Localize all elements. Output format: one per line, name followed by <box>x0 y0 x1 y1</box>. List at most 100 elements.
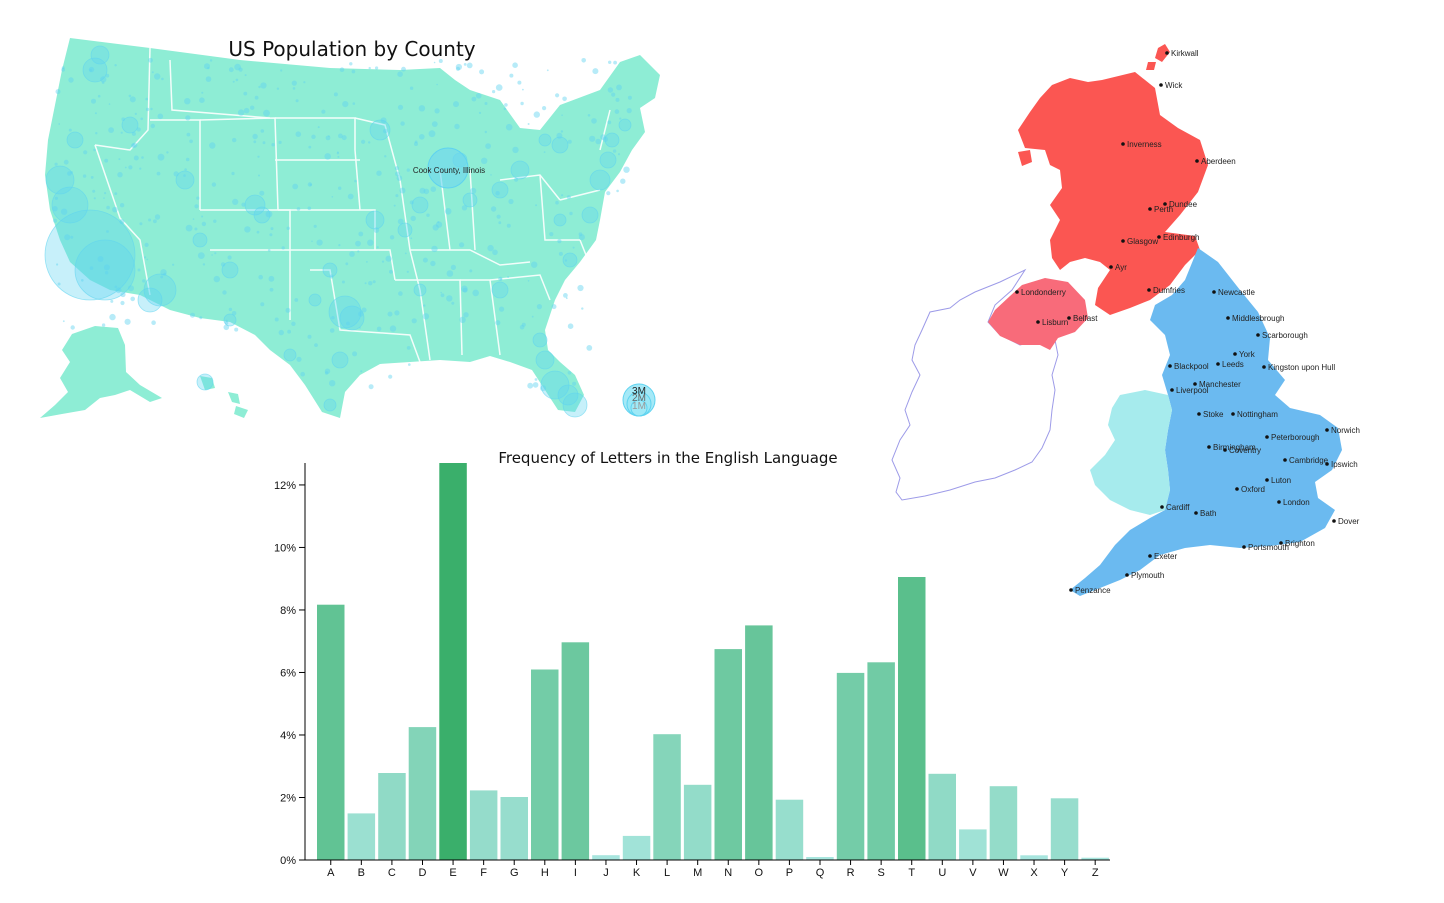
county-dot <box>194 204 199 209</box>
county-dot <box>438 59 443 63</box>
county-dot <box>414 140 418 144</box>
county-dot <box>358 311 364 317</box>
scotland-shape <box>1018 72 1208 315</box>
county-dot <box>260 302 265 307</box>
county-dot <box>119 203 125 208</box>
county-bubble <box>589 169 611 191</box>
uk-map: Kirkwall Wick Inverness Aberdeen DundeePerth… <box>891 44 1360 596</box>
city-label: Coventry <box>1229 446 1261 455</box>
county-dot <box>444 208 452 215</box>
county-dot <box>470 187 477 194</box>
county-dot <box>250 105 255 110</box>
city-dot <box>1109 265 1113 269</box>
county-dot <box>472 289 480 297</box>
city-marker: Edinburgh <box>1157 233 1199 242</box>
city-label: Lisburn <box>1042 318 1068 327</box>
county-dot <box>440 293 445 298</box>
county-dot <box>97 94 101 98</box>
city-marker: Brighton <box>1279 539 1315 548</box>
county-dot <box>201 221 207 227</box>
county-dot <box>397 71 403 77</box>
county-dot <box>95 132 98 135</box>
county-dot <box>591 118 597 124</box>
county-dot <box>67 171 72 176</box>
county-dot <box>274 317 279 322</box>
county-dot <box>205 76 212 82</box>
county-dot <box>581 307 584 310</box>
county-dot <box>120 131 123 134</box>
county-dot <box>234 327 239 332</box>
city-marker: Wick <box>1159 81 1183 90</box>
city-label: Bath <box>1200 509 1216 518</box>
county-dot <box>459 242 465 248</box>
county-dot <box>336 152 340 155</box>
county-dot <box>276 87 280 90</box>
county-dot <box>202 263 206 266</box>
county-dot <box>209 59 213 62</box>
county-dot <box>372 280 376 284</box>
county-dot <box>154 73 161 80</box>
city-label: Scarborough <box>1262 331 1308 340</box>
city-dot <box>1195 159 1199 163</box>
county-dot <box>269 233 273 237</box>
city-marker: Scarborough <box>1256 331 1308 340</box>
county-dot <box>366 261 368 263</box>
county-dot <box>160 275 164 279</box>
city-label: Aberdeen <box>1201 157 1236 166</box>
bar-I <box>561 642 590 860</box>
county-dot <box>375 66 379 70</box>
county-dot <box>295 99 299 103</box>
county-dot <box>324 371 329 375</box>
county-dot <box>117 172 123 178</box>
county-dot <box>349 251 355 257</box>
x-tick-label: G <box>510 867 519 879</box>
county-bubble <box>192 232 208 248</box>
county-dot <box>62 320 65 323</box>
city-marker: Middlesbrough <box>1226 314 1284 323</box>
x-tick-label: R <box>847 867 855 879</box>
city-marker: Ayr <box>1109 263 1127 272</box>
county-dot <box>418 105 426 112</box>
county-dot <box>89 266 94 270</box>
county-bubble <box>618 118 632 132</box>
county-dot <box>446 270 454 277</box>
city-label: Inverness <box>1127 140 1162 149</box>
county-dot <box>608 60 612 64</box>
city-label: Brighton <box>1285 539 1315 548</box>
county-dot <box>395 171 400 177</box>
city-marker: Liverpool <box>1170 386 1209 395</box>
county-dot <box>495 84 503 91</box>
county-bubble <box>491 281 509 299</box>
city-label: Middlesbrough <box>1232 314 1284 323</box>
y-axis: 0% 2% 4% 6% 8% 10% 12% <box>274 463 306 867</box>
county-dot <box>459 316 466 323</box>
city-dot <box>1216 362 1220 366</box>
county-dot <box>259 190 265 196</box>
county-dot <box>455 66 461 71</box>
x-tick-label: H <box>541 867 549 879</box>
city-marker: Dover <box>1332 517 1360 526</box>
city-marker: Blackpool <box>1168 362 1209 371</box>
county-dot <box>531 315 534 318</box>
county-dot <box>414 142 418 146</box>
county-dot <box>148 57 153 63</box>
city-dot <box>1207 445 1211 449</box>
county-dot <box>213 275 220 283</box>
county-dot <box>500 278 503 281</box>
county-dot <box>153 219 157 224</box>
county-dot <box>227 255 232 260</box>
county-dot <box>339 67 345 72</box>
city-dot <box>1194 511 1198 515</box>
county-dot <box>561 194 564 197</box>
x-tick-label: W <box>998 867 1009 879</box>
county-dot <box>535 204 538 207</box>
county-dot <box>321 109 326 114</box>
county-dot <box>317 126 320 129</box>
county-bubble <box>44 209 136 301</box>
x-tick-label: A <box>327 867 335 879</box>
county-dot <box>337 155 340 158</box>
county-dot <box>351 69 356 74</box>
county-dot <box>435 221 443 228</box>
bar-N <box>714 649 742 860</box>
county-bubble <box>283 348 297 362</box>
